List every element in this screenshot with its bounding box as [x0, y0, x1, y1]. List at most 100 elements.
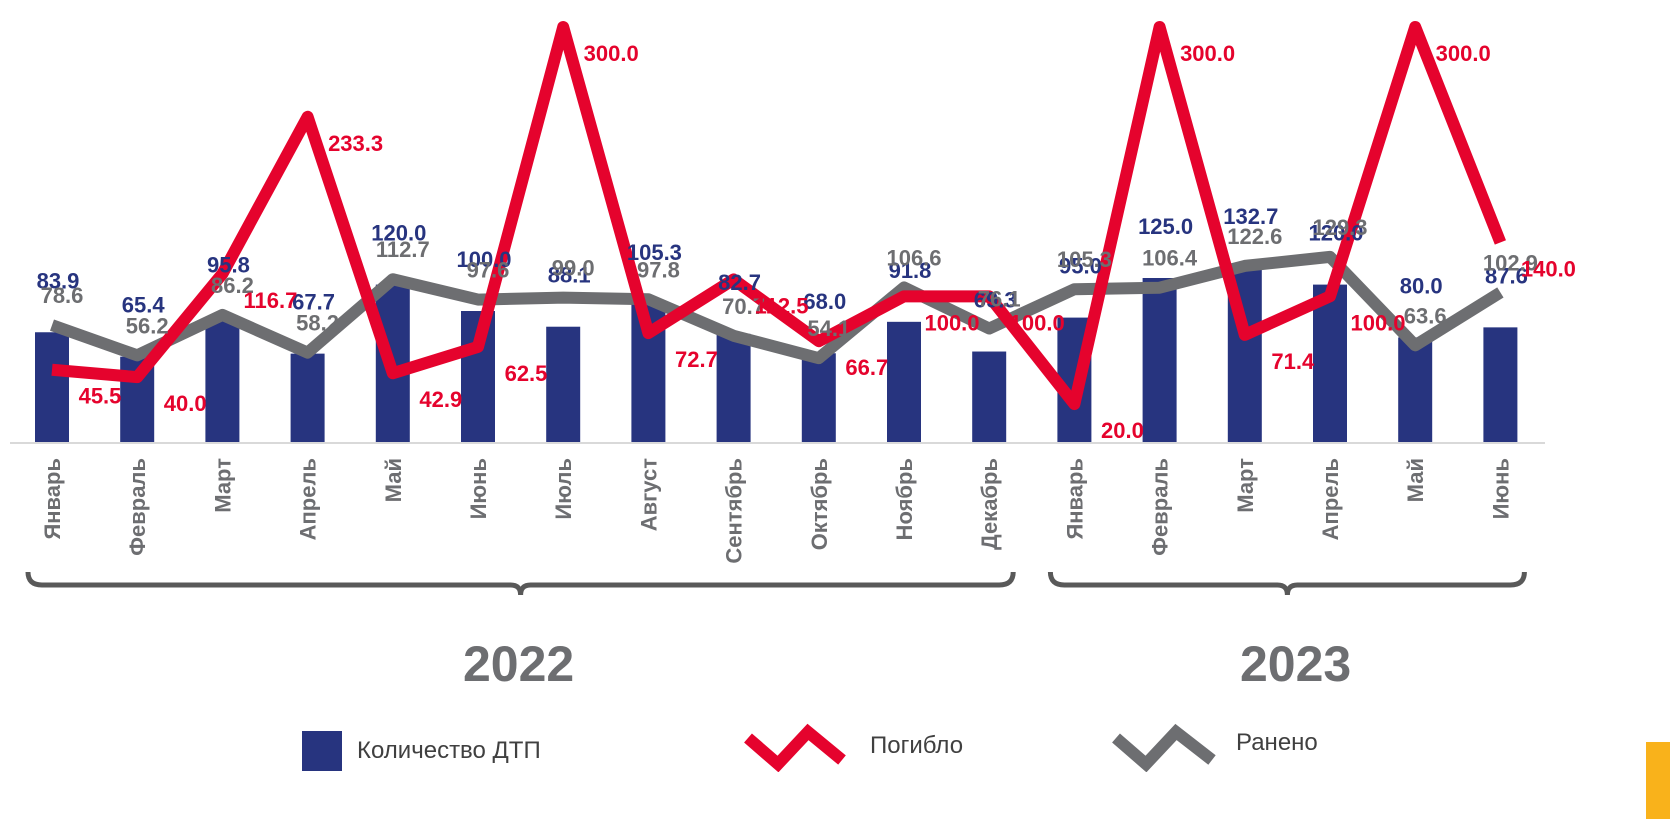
x-tick-labels: Январь Февраль Март Апрель Май Июнь Июль Август… [40, 458, 1513, 564]
x-tick-label: Ноябрь [892, 458, 917, 540]
x-tick-label: Март [210, 458, 235, 513]
data-label-deaths: 66.7 [845, 355, 888, 380]
data-label-accidents: 125.0 [1138, 214, 1193, 239]
x-tick-label: Август [636, 458, 661, 531]
bar-accidents [1313, 284, 1347, 443]
data-label-injured: 105.3 [1057, 247, 1112, 272]
x-tick-label: Март [1233, 458, 1258, 513]
data-label-accidents: 87.6 [1485, 263, 1528, 288]
x-tick-label: Январь [40, 458, 65, 540]
data-label-injured: 70.7 [722, 294, 765, 319]
x-tick-label: Апрель [296, 458, 321, 540]
data-label-accidents: 120.0 [1308, 221, 1363, 246]
line-deaths [51, 21, 1506, 411]
data-label-accidents: 132.7 [1223, 204, 1278, 229]
bar-accidents [887, 321, 921, 443]
year-brace [25, 571, 1016, 596]
bar-accidents [1483, 327, 1518, 443]
data-label-injured: 97.8 [637, 257, 680, 282]
x-tick-label: Июнь [466, 458, 491, 519]
x-tick-label: Июль [551, 458, 576, 520]
x-tick-label: Декабрь [977, 458, 1002, 550]
data-label-deaths: 300.0 [584, 41, 639, 66]
bar-accidents [972, 351, 1007, 443]
legend-swatch-bar [302, 731, 342, 771]
data-label-deaths: 71.4 [1271, 349, 1315, 374]
line-injured [49, 250, 1504, 365]
data-label-injured: 97.6 [467, 258, 510, 283]
data-label-deaths: 72.7 [675, 347, 718, 372]
x-tick-label: Июнь [1488, 458, 1513, 519]
data-label-accidents: 105.3 [627, 240, 682, 265]
legend-swatch-deaths [744, 723, 846, 772]
x-tick-label: Сентябрь [722, 458, 747, 564]
data-label-deaths: 100.0 [924, 310, 979, 335]
data-label-accidents: 65.4 [122, 293, 166, 318]
data-label-injured: 106.4 [1142, 246, 1198, 271]
data-label-deaths: 45.5 [79, 384, 122, 409]
x-tick-label: Апрель [1318, 458, 1343, 540]
x-tick-label: Май [381, 458, 406, 502]
data-label-accidents: 80.0 [1400, 273, 1443, 298]
data-label-accidents: 120.0 [371, 221, 426, 246]
data-label-injured: 76.1 [978, 287, 1021, 312]
x-tick-label: Февраль [125, 458, 150, 556]
data-label-injured: 78.6 [41, 283, 84, 308]
data-label-injured: 86.2 [211, 273, 254, 298]
data-label-deaths: 140.0 [1521, 256, 1576, 281]
line-series [49, 21, 1506, 411]
data-label-injured: 102.9 [1483, 250, 1538, 275]
data-label-injured: 112.7 [376, 237, 430, 262]
data-label-accidents: 83.9 [37, 268, 80, 293]
corner-accent-tab [1646, 742, 1670, 819]
legend-label-injured: Ранено [1236, 729, 1318, 756]
legend-label-deaths: Погибло [870, 732, 964, 759]
bar-accidents [801, 353, 836, 443]
data-label-injured: 56.2 [126, 313, 169, 338]
data-label-deaths: 112.5 [755, 294, 809, 319]
legend-label-accidents: Количество ДТП [357, 737, 541, 764]
data-label-injured: 99.0 [552, 256, 595, 281]
data-label-deaths: 116.7 [243, 288, 297, 313]
x-tick-label: Октябрь [807, 458, 832, 550]
bar-accidents [205, 316, 240, 443]
data-label-injured: 106.6 [886, 245, 941, 270]
data-label-deaths: 42.9 [419, 387, 462, 412]
data-label-injured: 54.1 [807, 316, 850, 341]
data-label-injured: 129.3 [1312, 215, 1367, 240]
legend-swatch-injured [1112, 723, 1216, 772]
data-label-deaths: 100.0 [1010, 310, 1065, 335]
data-label-accidents: 100.0 [456, 247, 511, 272]
x-tick-label: Январь [1062, 458, 1087, 540]
year-label-2022: 2022 [463, 636, 575, 692]
data-label-accidents: 82.7 [718, 270, 761, 295]
data-label-deaths: 62.5 [505, 361, 548, 386]
data-label-deaths: 40.0 [164, 391, 207, 416]
data-label-accidents: 69.3 [974, 288, 1017, 313]
bar-accidents [1398, 337, 1433, 443]
data-label-accidents: 95.0 [1059, 254, 1102, 279]
data-label-accidents: 88.1 [548, 263, 591, 288]
bar-accidents [290, 353, 325, 443]
data-label-injured: 58.2 [296, 311, 339, 336]
data-label-injured: 63.6 [1404, 303, 1447, 328]
bar-accidents [35, 332, 69, 443]
data-label-deaths: 100.0 [1350, 310, 1405, 335]
data-label-deaths: 300.0 [1180, 41, 1235, 66]
bar-accidents [716, 333, 751, 443]
data-label-deaths: 300.0 [1436, 41, 1491, 66]
data-label-injured: 122.6 [1227, 224, 1282, 249]
data-label-accidents: 95.8 [207, 253, 250, 278]
year-brace [1047, 571, 1527, 596]
year-braces [25, 571, 1527, 596]
data-labels: 83.9 65.4 95.8 67.7 120.0 100.0 88.1 105.3 82.7 6… [37, 41, 1576, 443]
bar-accidents [546, 326, 581, 443]
data-label-accidents: 68.0 [803, 289, 846, 314]
data-label-deaths: 20.0 [1101, 418, 1144, 443]
data-label-accidents: 67.7 [292, 290, 335, 315]
data-label-deaths: 233.3 [328, 131, 383, 156]
x-tick-label: Май [1403, 458, 1428, 502]
x-tick-label: Февраль [1148, 458, 1173, 556]
bar-accidents [1142, 278, 1177, 443]
